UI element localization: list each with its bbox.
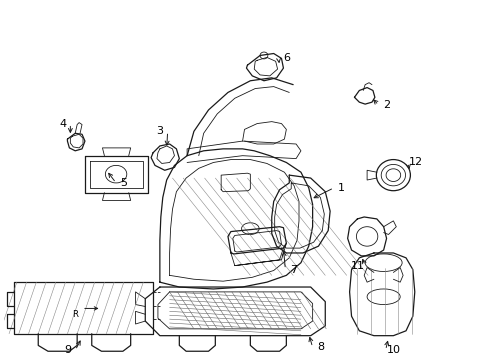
Text: 8: 8 — [317, 342, 324, 352]
Text: 3: 3 — [156, 126, 163, 136]
Text: 12: 12 — [409, 157, 423, 167]
Text: 6: 6 — [283, 53, 290, 63]
Text: 4: 4 — [59, 118, 66, 129]
Text: 9: 9 — [64, 345, 71, 355]
Text: 5: 5 — [121, 178, 127, 188]
Text: 11: 11 — [350, 261, 365, 271]
Text: 1: 1 — [338, 183, 345, 193]
Text: 7: 7 — [290, 265, 297, 275]
Text: 2: 2 — [383, 100, 390, 110]
Text: R: R — [73, 310, 78, 319]
Text: 10: 10 — [387, 345, 400, 355]
